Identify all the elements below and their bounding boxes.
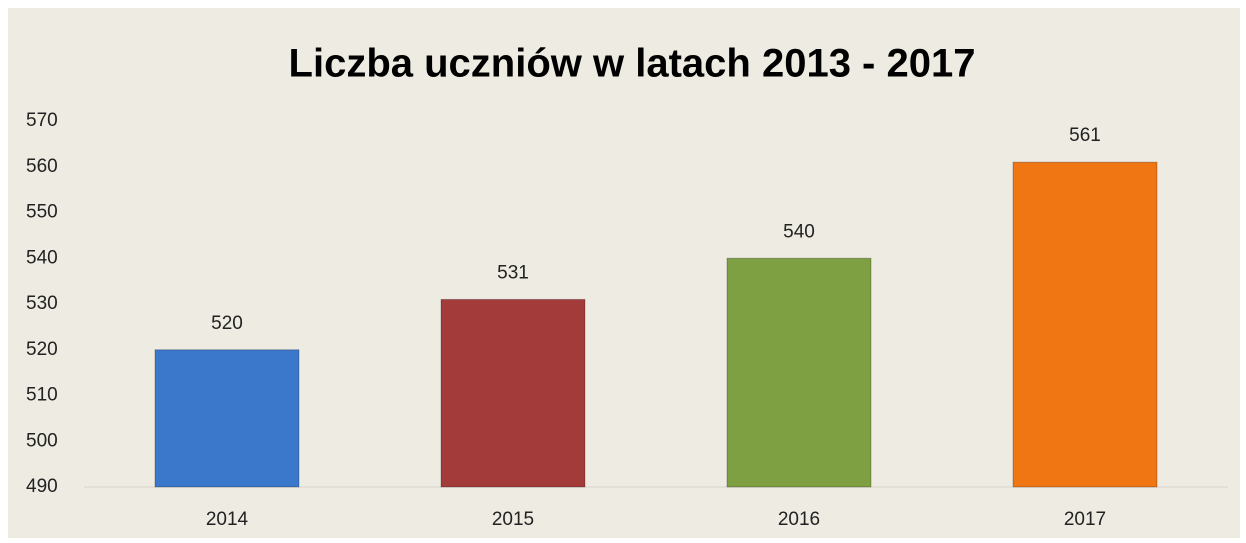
y-tick-label: 500 [26,430,58,451]
bar [440,298,586,488]
y-tick-label: 510 [26,385,58,406]
y-tick-label: 540 [26,247,58,268]
data-label: 531 [497,262,529,283]
bar [726,257,872,488]
data-label: 520 [211,313,243,334]
y-tick-label: 490 [26,476,58,497]
x-tick-label: 2015 [492,509,534,530]
x-tick-label: 2014 [206,509,249,530]
x-tick-label: 2016 [778,509,820,530]
x-tick-label: 2017 [1064,509,1106,530]
bar [154,349,300,488]
y-tick-label: 520 [26,339,58,360]
data-label: 561 [1069,125,1101,146]
y-tick-label: 530 [26,293,58,314]
chart-title: Liczba uczniów w latach 2013 - 2017 [289,42,976,86]
data-label: 540 [783,221,815,242]
y-tick-label: 550 [26,202,58,223]
bar [1012,161,1158,488]
y-tick-label: 560 [26,156,58,177]
y-tick-label: 570 [26,110,58,131]
